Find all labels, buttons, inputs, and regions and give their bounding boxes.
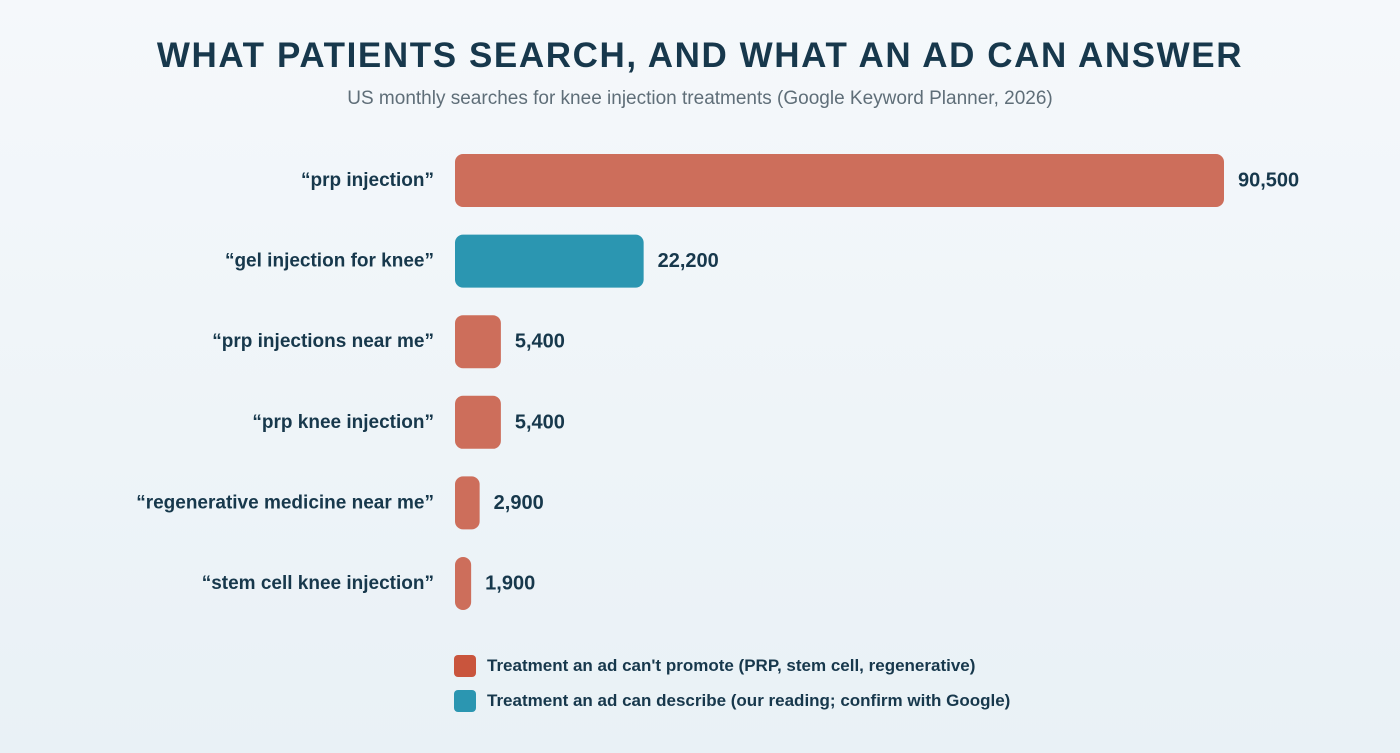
chart-subtitle: US monthly searches for knee injection t… — [347, 88, 1053, 109]
bar — [455, 154, 1224, 207]
bar — [455, 315, 501, 369]
value-label: 2,900 — [494, 492, 544, 514]
category-label: “prp injections near me” — [212, 331, 434, 352]
category-label: “stem cell knee injection” — [202, 573, 434, 594]
bar — [455, 234, 644, 288]
legend-item-can-describe: Treatment an ad can describe (our readin… — [454, 689, 1010, 713]
category-label: “prp injection” — [301, 170, 434, 191]
value-label: 22,200 — [658, 250, 719, 272]
value-label: 5,400 — [515, 411, 565, 433]
value-label: 90,500 — [1238, 170, 1299, 192]
category-label: “regenerative medicine near me” — [136, 492, 434, 513]
legend-item-cannot-promote: Treatment an ad can't promote (PRP, stem… — [454, 654, 1010, 678]
legend-label-cannot-promote: Treatment an ad can't promote (PRP, stem… — [487, 656, 976, 675]
value-label: 5,400 — [515, 331, 565, 353]
category-label: “gel injection for knee” — [225, 251, 434, 272]
chart-title: WHAT PATIENTS SEARCH, AND WHAT AN AD CAN… — [156, 36, 1244, 75]
category-label: “prp knee injection” — [252, 412, 434, 433]
bar-chart: “prp injection” 90,500 “gel injection for … — [136, 154, 1299, 610]
bar — [455, 395, 501, 449]
chart-legend: Treatment an ad can't promote (PRP, stem… — [454, 654, 1010, 724]
bar — [455, 557, 472, 610]
legend-swatch-cannot-promote — [454, 655, 476, 677]
legend-label-can-describe: Treatment an ad can describe (our readin… — [487, 691, 1011, 710]
value-label: 1,900 — [485, 573, 535, 595]
bar — [455, 476, 480, 530]
legend-swatch-can-describe — [454, 690, 476, 712]
